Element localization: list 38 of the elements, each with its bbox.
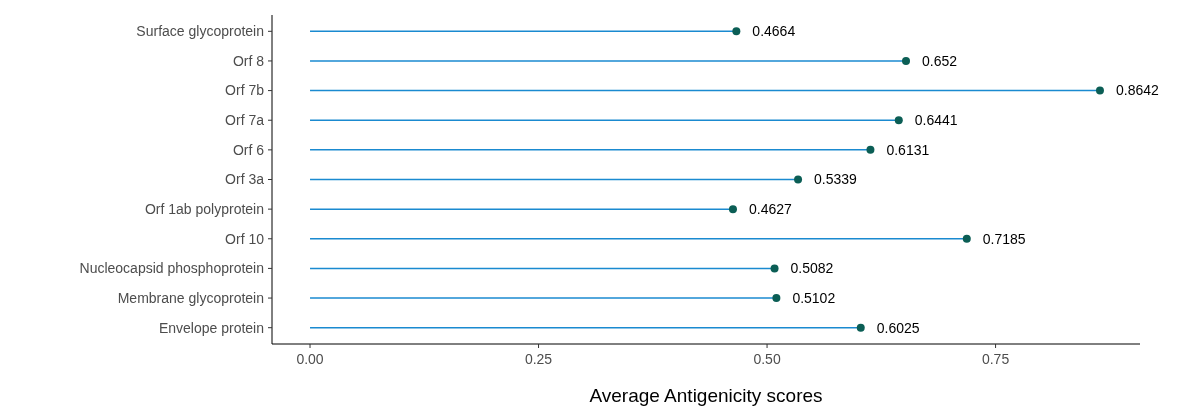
point bbox=[728, 205, 737, 214]
x-axis-title: Average Antigenicity scores bbox=[589, 385, 823, 406]
data-label: 0.6441 bbox=[914, 112, 958, 129]
data-label: 0.4627 bbox=[748, 201, 792, 218]
point bbox=[894, 116, 903, 125]
point bbox=[962, 234, 971, 243]
y-tick-label: Nucleocapsid phosphoprotein bbox=[79, 260, 264, 277]
x-tick-label: 0.25 bbox=[524, 351, 553, 367]
data-label: 0.7185 bbox=[982, 230, 1026, 247]
y-tick-label: Surface glycoprotein bbox=[136, 23, 264, 40]
data-label: 0.8642 bbox=[1115, 82, 1159, 99]
data-label: 0.5102 bbox=[792, 289, 836, 306]
point bbox=[732, 27, 741, 36]
y-tick-label: Orf 7a bbox=[225, 112, 265, 129]
y-tick-label: Orf 7b bbox=[225, 82, 265, 99]
x-tick-label: 0.50 bbox=[753, 351, 781, 367]
x-tick-label: 0.75 bbox=[981, 351, 1010, 367]
y-tick-label: Orf 10 bbox=[225, 230, 265, 247]
y-tick-label: Orf 8 bbox=[232, 52, 265, 69]
data-label: 0.5082 bbox=[790, 260, 834, 277]
data-label: 0.5339 bbox=[814, 171, 858, 188]
data-label: 0.652 bbox=[922, 52, 958, 69]
y-tick-label: Envelope protein bbox=[158, 319, 264, 336]
x-tick-label: 0.00 bbox=[296, 351, 324, 367]
point bbox=[772, 294, 781, 303]
point bbox=[1095, 86, 1104, 95]
point bbox=[794, 175, 803, 184]
data-label: 0.6131 bbox=[886, 141, 930, 158]
point bbox=[856, 323, 865, 332]
point bbox=[902, 56, 910, 65]
y-tick-label: Membrane glycoprotein bbox=[117, 289, 264, 306]
y-tick-label: Orf 1ab polyprotein bbox=[144, 201, 264, 218]
y-tick-label: Orf 6 bbox=[232, 141, 265, 158]
data-label: 0.4664 bbox=[752, 23, 796, 40]
point bbox=[866, 145, 875, 154]
data-label: 0.6025 bbox=[876, 319, 920, 336]
point bbox=[770, 264, 779, 273]
y-tick-label: Orf 3a bbox=[225, 171, 265, 188]
